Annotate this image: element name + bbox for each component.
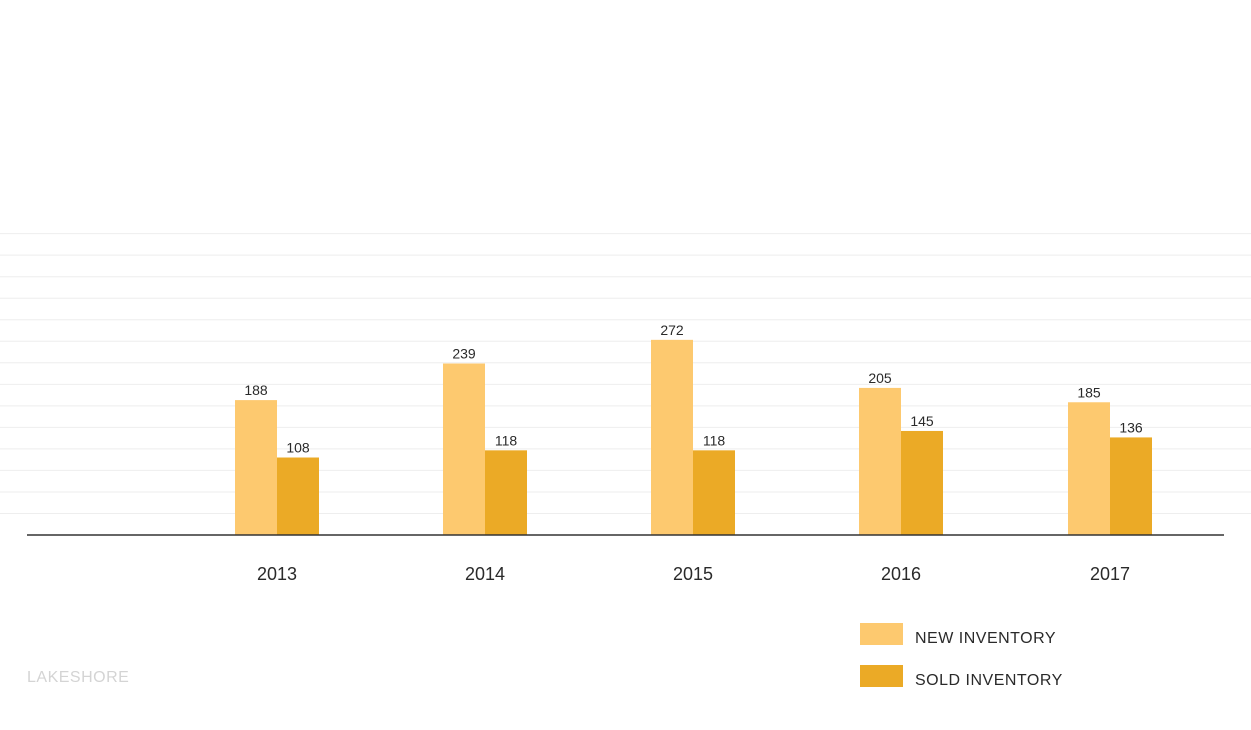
data-labels: 188 108 239 118 272 118 205 145 185 136 <box>244 322 1143 456</box>
bar-sold-inventory-2013 <box>277 457 319 535</box>
data-label-sold-inventory-2014: 118 <box>495 432 518 448</box>
data-label-new-inventory-2013: 188 <box>244 382 268 398</box>
x-tick-label-2016: 2016 <box>881 564 921 584</box>
legend-swatch-sold-inventory <box>860 665 903 687</box>
brand-watermark: LAKESHORE <box>27 669 130 686</box>
bar-sold-inventory-2015 <box>693 450 735 535</box>
data-label-sold-inventory-2016: 145 <box>910 413 934 429</box>
bar-sold-inventory-2016 <box>901 430 943 535</box>
data-label-new-inventory-2014: 239 <box>452 346 476 362</box>
x-tick-label-2013: 2013 <box>257 564 297 584</box>
bar-new-inventory-2016 <box>859 387 901 535</box>
bars <box>235 339 1152 535</box>
legend-label-new-inventory: NEW INVENTORY <box>915 630 1056 647</box>
bar-new-inventory-2015 <box>651 339 693 535</box>
bar-new-inventory-2017 <box>1068 402 1110 535</box>
data-label-new-inventory-2016: 205 <box>868 370 892 386</box>
legend-label-sold-inventory: SOLD INVENTORY <box>915 672 1063 689</box>
x-tick-label-2017: 2017 <box>1090 564 1130 584</box>
legend: NEW INVENTORY SOLD INVENTORY <box>860 623 1063 689</box>
data-label-sold-inventory-2017: 136 <box>1119 419 1143 435</box>
gridlines <box>0 233 1251 514</box>
x-tick-label-2015: 2015 <box>673 564 713 584</box>
bar-sold-inventory-2017 <box>1110 437 1152 535</box>
bar-sold-inventory-2014 <box>485 450 527 535</box>
x-tick-label-2014: 2014 <box>465 564 505 584</box>
legend-swatch-new-inventory <box>860 623 903 645</box>
x-tick-labels: 2013 2014 2015 2016 2017 <box>257 564 1130 584</box>
data-label-sold-inventory-2015: 118 <box>703 432 726 448</box>
data-label-sold-inventory-2013: 108 <box>286 440 310 456</box>
bar-new-inventory-2014 <box>443 363 485 535</box>
bar-new-inventory-2013 <box>235 400 277 535</box>
data-label-new-inventory-2015: 272 <box>660 322 684 338</box>
data-label-new-inventory-2017: 185 <box>1077 384 1101 400</box>
